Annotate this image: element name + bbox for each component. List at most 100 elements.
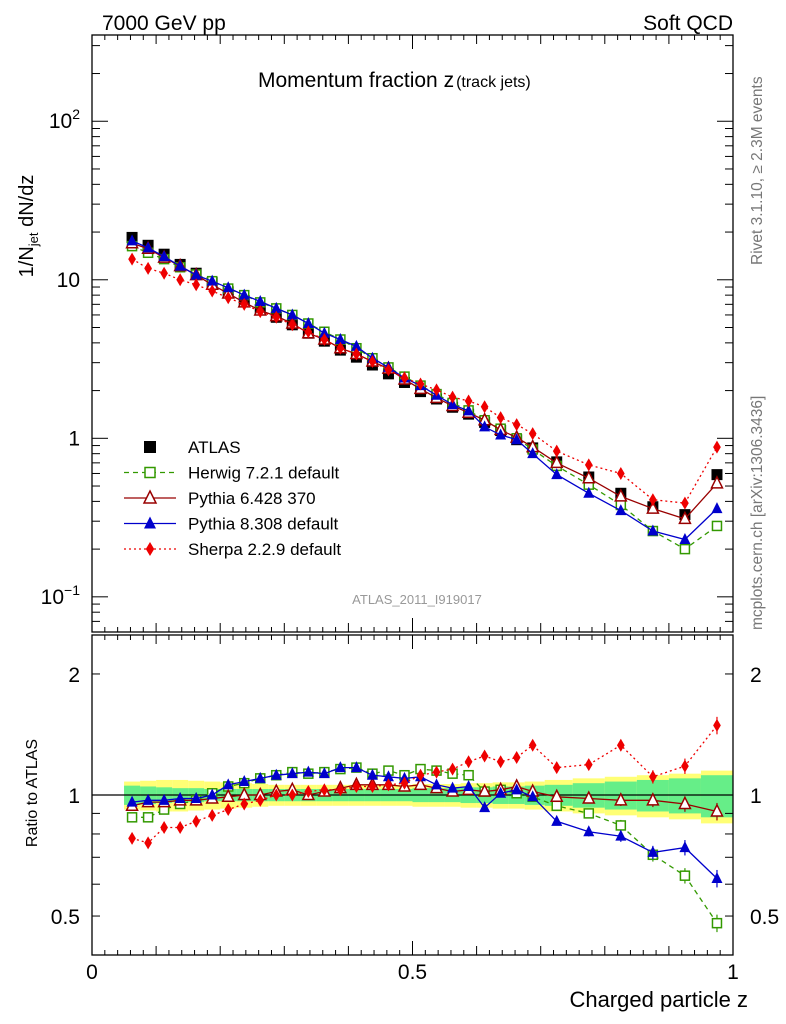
analysis-watermark: ATLAS_2011_I919017 [352, 592, 482, 607]
data-point-open-triangle [646, 792, 660, 806]
data-point-triangle [206, 788, 218, 800]
data-point-triangle [142, 793, 154, 805]
ratio-y-axis-label: Ratio to ATLAS [24, 739, 41, 847]
data-point-diamond [128, 252, 136, 266]
data-point-diamond [713, 440, 721, 454]
data-point-triangle [350, 761, 362, 773]
ratio-series-pythia [126, 761, 723, 888]
data-point-diamond [681, 759, 689, 773]
data-point-diamond [512, 418, 521, 432]
ratio-line [132, 766, 718, 879]
ratio-y-tick-label-right: 2 [750, 664, 762, 687]
data-point-open-triangle [477, 783, 492, 797]
data-point-diamond [496, 411, 505, 425]
data-point-diamond [192, 278, 201, 292]
data-point-diamond [128, 831, 136, 845]
data-point-diamond [240, 797, 249, 811]
data-point-open-triangle [582, 470, 596, 484]
data-point-triangle [615, 504, 627, 516]
main-y-tick-label: 102 [49, 106, 80, 133]
data-point-triangle [286, 308, 298, 320]
tick-label-base: 10 [49, 110, 72, 133]
data-point-triangle [711, 502, 723, 514]
data-point-triangle [318, 767, 330, 779]
data-point-triangle [254, 294, 266, 306]
ratio-panel: 0.512 0.512 0 0.5 1 Ratio to ATLAS Charged… [24, 634, 779, 1012]
data-point-diamond [208, 808, 217, 822]
tick-label-base: 10 [41, 586, 64, 609]
data-point-diamond [176, 273, 184, 287]
data-point-triangle [318, 326, 330, 338]
data-point-diamond [448, 762, 457, 776]
data-point-triangle [270, 301, 282, 313]
data-point-diamond [616, 466, 625, 480]
data-point-diamond [288, 788, 297, 802]
y-label-rest: dN/dz [16, 175, 38, 233]
data-point-triangle [495, 428, 507, 440]
data-point-open-triangle [413, 776, 428, 791]
data-point-square [711, 469, 723, 481]
data-point-diamond [160, 266, 168, 280]
legend-entry: Herwig 7.2.1 default [124, 464, 339, 483]
data-point-triangle [174, 259, 186, 271]
data-point-triangle [583, 825, 595, 837]
data-point-open-triangle [614, 792, 628, 806]
data-point-diamond [384, 778, 393, 792]
ratio-y-tick-labels-right: 0.5 1 2 [750, 664, 779, 929]
legend-entry: Sherpa 2.2.9 default [124, 540, 341, 559]
data-point-diamond [464, 394, 473, 408]
data-point-triangle [222, 778, 234, 790]
data-point-open-square [711, 917, 723, 929]
data-point-diamond [160, 821, 168, 835]
legend-label: Herwig 7.2.1 default [188, 464, 339, 483]
data-point-diamond [681, 496, 689, 510]
data-point-diamond [480, 749, 489, 763]
data-point-open-square [679, 870, 691, 881]
data-point-triangle [711, 871, 723, 883]
data-point-triangle [334, 761, 346, 773]
data-point-open-square [142, 812, 154, 823]
data-point-diamond [272, 310, 281, 324]
data-point-open-triangle [550, 454, 564, 469]
legend-entry: ATLAS [144, 438, 241, 457]
data-point-triangle [447, 781, 459, 793]
data-point-triangle [647, 524, 659, 536]
data-point-triangle [447, 398, 459, 410]
tick-label-exponent: 2 [72, 106, 80, 122]
main-y-tick-label: 10−1 [41, 582, 81, 609]
data-point-open-square [679, 543, 691, 555]
data-point-triangle [238, 775, 250, 787]
data-point-triangle [158, 250, 170, 262]
main-axis-ticks [91, 35, 734, 633]
data-point-diamond [713, 718, 721, 732]
data-point-open-triangle [221, 788, 235, 803]
data-point-triangle [126, 234, 138, 246]
data-point-open-square [126, 812, 138, 823]
data-point-triangle [463, 779, 475, 791]
data-point-diamond [416, 377, 425, 391]
data-point-triangle [679, 532, 691, 544]
data-point-square [144, 441, 156, 453]
data-point-triangle [583, 486, 595, 498]
data-point-diamond [416, 768, 425, 782]
data-point-triangle [206, 274, 218, 286]
data-point-diamond [272, 788, 281, 802]
data-point-diamond [528, 427, 537, 441]
data-point-triangle [238, 288, 250, 300]
ratio-y-tick-label-right: 0.5 [750, 906, 779, 929]
main-y-tick-label: 1 [68, 427, 80, 450]
data-point-diamond [400, 776, 409, 790]
data-point-diamond [649, 493, 657, 507]
data-point-diamond [616, 738, 625, 752]
ratio-series [125, 716, 724, 933]
data-point-diamond [256, 793, 265, 807]
ratio-x-tick-labels: 0 0.5 1 [86, 961, 739, 984]
data-point-open-triangle [142, 489, 158, 504]
legend-entry: Pythia 8.308 default [124, 515, 339, 534]
data-point-open-square [615, 820, 627, 831]
data-point-diamond [480, 400, 489, 414]
data-point-diamond [224, 803, 233, 817]
data-point-open-triangle [710, 803, 724, 817]
x-axis-label: Charged particle z [569, 987, 748, 1012]
